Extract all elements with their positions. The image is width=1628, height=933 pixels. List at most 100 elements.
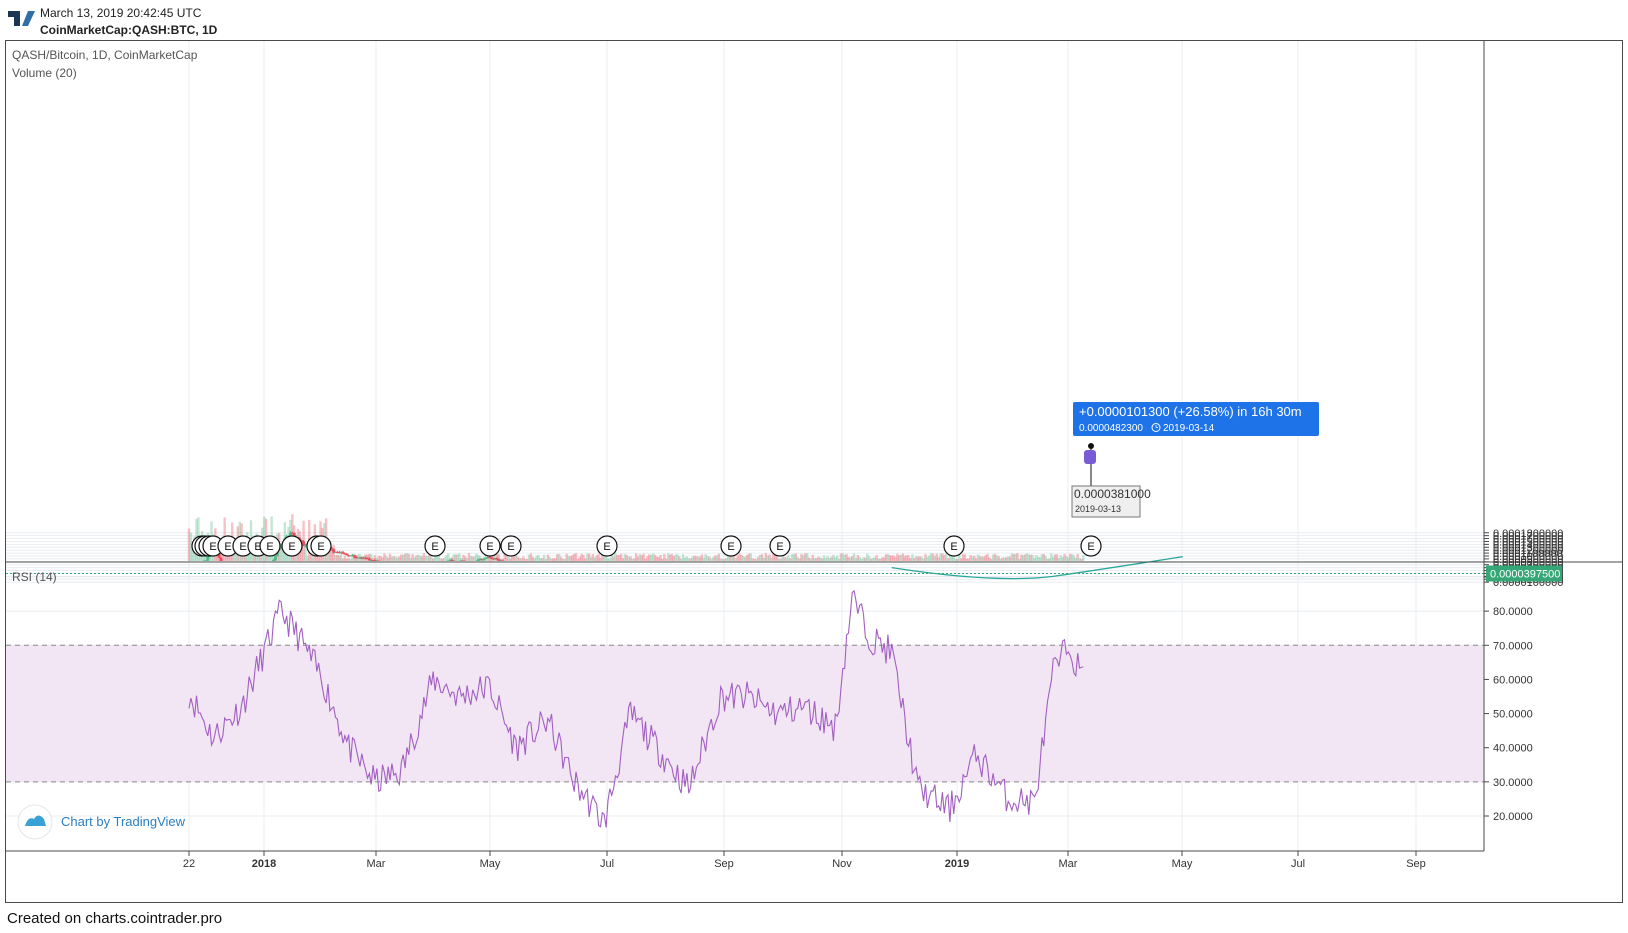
candle: [665, 578, 668, 579]
candle: [240, 571, 243, 572]
candle: [486, 556, 490, 559]
volume-bar: [852, 553, 856, 561]
projection-handle-icon[interactable]: [1088, 443, 1094, 449]
volume-bar: [642, 553, 645, 561]
volume-bar: [618, 555, 621, 561]
volume-bar: [727, 555, 730, 561]
earnings-event-icon[interactable]: E: [1080, 535, 1102, 557]
earnings-event-icon[interactable]: E: [596, 535, 618, 557]
earnings-event-icon[interactable]: E: [943, 535, 965, 557]
volume-bar: [779, 558, 783, 561]
volume-bar: [695, 556, 698, 561]
volume-bar: [1016, 553, 1019, 561]
volume-bar: [1070, 554, 1074, 561]
tradingview-watermark[interactable]: Chart by TradingView: [17, 804, 186, 840]
volume-bar: [973, 555, 976, 561]
volume-bar: [811, 554, 814, 561]
volume-bar: [388, 553, 392, 561]
candle: [1080, 574, 1083, 575]
volume-bar: [762, 557, 766, 561]
watermark-text: Chart by TradingView: [61, 814, 186, 829]
price-tick-label: 0.0001300000: [1493, 542, 1563, 554]
volume-bar: [1018, 558, 1021, 561]
earnings-event-icon[interactable]: E: [310, 535, 332, 557]
time-axis[interactable]: 22 2018 Mar May Jul Sep Nov 2019 Mar May Jul Sep: [183, 851, 1426, 870]
volume-bar: [589, 556, 593, 561]
volume-bar: [764, 553, 767, 561]
volume-bar: [713, 555, 717, 561]
volume-bar: [798, 558, 801, 561]
chart-frame[interactable]: EEEEEEEEEEEEEEEEEEE 0.00018000000.000170…: [5, 40, 1623, 903]
rsi-tick-label: 60.0000: [1493, 674, 1533, 686]
event-markers[interactable]: EEEEEEEEEEEEEEEEEEE: [191, 535, 1102, 557]
candle: [783, 574, 786, 575]
volume-bar: [471, 556, 474, 561]
volume-bar: [905, 555, 908, 561]
volume-bar: [1012, 554, 1015, 561]
earnings-event-icon[interactable]: E: [720, 535, 742, 557]
earnings-event-icon[interactable]: E: [424, 535, 446, 557]
volume-bar: [591, 554, 595, 561]
projection-handles[interactable]: [1084, 443, 1096, 486]
volume-bar: [897, 555, 901, 561]
volume-bar: [401, 554, 405, 561]
candle: [777, 575, 780, 576]
volume-bar: [1063, 553, 1066, 561]
volume-bar: [1072, 555, 1076, 561]
candle: [450, 558, 454, 561]
volume-bar: [509, 558, 512, 561]
volume-bar: [1059, 555, 1062, 561]
volume-bar: [715, 555, 719, 561]
current-date: 2019-03-13: [1075, 504, 1121, 514]
svg-text:E: E: [317, 541, 324, 553]
volume-bar: [666, 553, 670, 561]
volume-bar: [541, 558, 544, 561]
svg-text:E: E: [209, 541, 216, 553]
volume-bar: [587, 553, 591, 561]
volume-bar: [370, 554, 373, 561]
volume-bar: [548, 556, 551, 561]
earnings-event-icon[interactable]: E: [479, 535, 501, 557]
volume-bar: [1040, 554, 1044, 561]
rsi-axis[interactable]: 90.000080.000070.000060.000050.000040.00…: [1484, 572, 1533, 823]
volume-bar: [398, 556, 401, 561]
svg-text:E: E: [776, 541, 783, 553]
svg-text:E: E: [224, 541, 231, 553]
volume-bar: [572, 553, 576, 561]
volume-bar: [445, 555, 448, 561]
candle: [610, 571, 613, 572]
candle: [279, 543, 283, 550]
volume-bar: [1020, 554, 1023, 561]
candle: [478, 558, 482, 561]
volume-bar: [866, 553, 869, 561]
volume-bar: [710, 558, 713, 561]
candle: [482, 558, 486, 561]
volume-bar: [1005, 557, 1008, 561]
volume-bar: [1048, 558, 1051, 561]
volume-bar: [749, 553, 752, 561]
volume-bar: [858, 556, 861, 561]
volume-bar: [1046, 558, 1049, 561]
volume-bar: [456, 554, 459, 561]
earnings-event-icon[interactable]: E: [259, 535, 281, 557]
earnings-event-icon[interactable]: E: [281, 535, 303, 557]
earnings-event-icon[interactable]: E: [500, 535, 522, 557]
volume-bar: [894, 556, 897, 561]
volume-bar: [728, 555, 732, 561]
volume-bar: [576, 558, 580, 561]
projection-date: 2019-03-14: [1163, 423, 1215, 434]
candle: [582, 572, 585, 573]
volume-bar: [191, 542, 194, 561]
chart-canvas[interactable]: EEEEEEEEEEEEEEEEEEE 0.00018000000.000170…: [6, 41, 1622, 902]
projection-label[interactable]: +0.0000101300 (+26.58%) in 16h 30m 0.000…: [1073, 402, 1319, 436]
volume-bar: [646, 556, 649, 561]
current-price-label[interactable]: 0.0000381000 2019-03-13: [1071, 485, 1151, 518]
volume-bar: [832, 554, 835, 561]
price-tick-label: 0.0001000000: [1493, 551, 1563, 563]
volume-bar: [1003, 557, 1006, 561]
volume-bar: [621, 558, 625, 561]
earnings-event-icon[interactable]: E: [769, 535, 791, 557]
volume-bar: [606, 558, 610, 561]
candle: [640, 574, 643, 576]
earnings-event-icon[interactable]: E: [217, 535, 239, 557]
